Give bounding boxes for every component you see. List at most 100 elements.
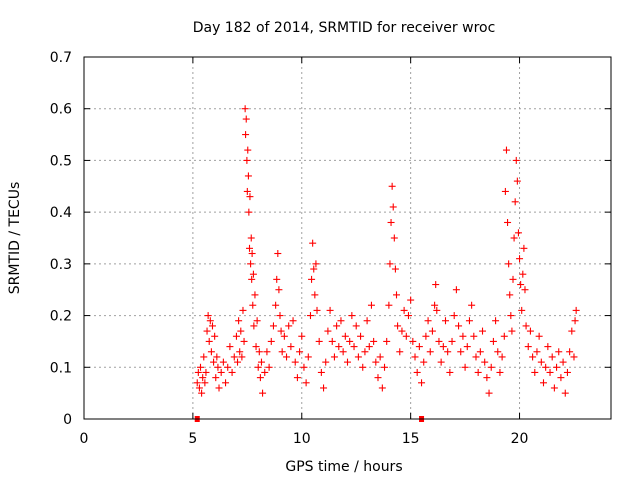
data-point xyxy=(481,358,489,366)
data-point xyxy=(555,348,563,356)
data-point xyxy=(239,306,247,314)
data-point xyxy=(298,332,306,340)
data-point xyxy=(446,368,454,376)
data-point xyxy=(230,353,238,361)
data-point xyxy=(392,291,400,299)
data-point xyxy=(570,353,578,361)
data-point xyxy=(278,348,286,356)
data-point xyxy=(276,312,284,320)
data-point xyxy=(302,379,310,387)
data-point xyxy=(390,234,398,242)
data-point xyxy=(463,343,471,351)
data-point xyxy=(370,337,378,345)
data-point xyxy=(415,343,423,351)
data-point xyxy=(248,250,256,258)
data-point xyxy=(194,368,202,376)
data-point xyxy=(504,218,512,226)
data-point xyxy=(511,198,519,206)
data-point xyxy=(516,255,524,263)
data-point xyxy=(500,332,508,340)
data-point xyxy=(376,353,384,361)
data-point xyxy=(389,203,397,211)
data-point xyxy=(287,343,295,351)
data-point xyxy=(357,332,365,340)
data-point xyxy=(391,265,399,273)
data-point xyxy=(426,348,434,356)
data-point xyxy=(226,343,234,351)
data-point xyxy=(344,358,351,366)
data-point xyxy=(304,353,312,361)
data-point xyxy=(519,270,527,278)
data-point xyxy=(365,343,373,351)
data-point xyxy=(256,374,264,382)
data-point xyxy=(252,343,260,351)
data-point xyxy=(428,327,436,335)
data-point xyxy=(348,312,356,320)
data-point xyxy=(535,332,543,340)
data-point xyxy=(244,146,252,154)
data-point xyxy=(259,389,267,397)
data-point xyxy=(337,317,345,325)
data-point xyxy=(517,281,525,289)
data-point xyxy=(572,306,580,314)
data-point xyxy=(513,177,521,185)
x-tick-label: 10 xyxy=(293,431,311,447)
data-point xyxy=(524,343,532,351)
data-point xyxy=(437,358,445,366)
data-point xyxy=(198,389,206,397)
data-point xyxy=(213,353,221,361)
data-point xyxy=(512,156,520,164)
data-point xyxy=(280,332,288,340)
y-tick-label: 0.3 xyxy=(50,257,72,273)
data-point xyxy=(206,317,214,325)
data-point xyxy=(232,332,240,340)
data-point xyxy=(322,358,330,366)
data-point xyxy=(242,115,250,123)
data-point xyxy=(289,317,297,325)
data-point xyxy=(330,353,338,361)
data-point xyxy=(235,317,243,325)
y-tick-label: 0.7 xyxy=(50,50,72,66)
data-point xyxy=(339,348,347,356)
data-point xyxy=(407,296,415,304)
data-point xyxy=(441,317,449,325)
x-tick-label: 0 xyxy=(80,431,89,447)
y-tick-label: 0.2 xyxy=(50,309,72,325)
data-point xyxy=(267,337,275,345)
data-point xyxy=(457,348,465,356)
data-point xyxy=(508,327,516,335)
data-point xyxy=(424,317,432,325)
data-point xyxy=(352,322,360,330)
data-point xyxy=(346,337,354,345)
data-point xyxy=(450,312,458,320)
data-point xyxy=(566,348,574,356)
data-point xyxy=(363,317,371,325)
data-point xyxy=(553,363,561,371)
data-point xyxy=(526,327,534,335)
data-point xyxy=(509,275,517,283)
data-point xyxy=(203,327,211,335)
data-point xyxy=(418,379,426,387)
data-point xyxy=(205,337,213,345)
data-point xyxy=(300,363,308,371)
data-point xyxy=(383,337,391,345)
data-point xyxy=(529,353,537,361)
data-point xyxy=(265,363,273,371)
data-point xyxy=(317,368,325,376)
x-tick-label: 5 xyxy=(188,431,197,447)
data-point xyxy=(200,353,208,361)
data-point xyxy=(255,348,263,356)
data-point xyxy=(561,389,569,397)
plot-area-frame xyxy=(83,56,612,420)
data-point xyxy=(207,348,215,356)
data-point xyxy=(197,363,205,371)
data-point xyxy=(378,384,386,392)
data-point xyxy=(249,301,257,309)
data-point xyxy=(455,322,463,330)
data-point xyxy=(291,358,299,366)
data-point xyxy=(310,265,318,273)
data-point xyxy=(374,374,382,382)
data-point xyxy=(296,348,304,356)
data-point xyxy=(311,291,319,299)
data-point xyxy=(413,368,421,376)
